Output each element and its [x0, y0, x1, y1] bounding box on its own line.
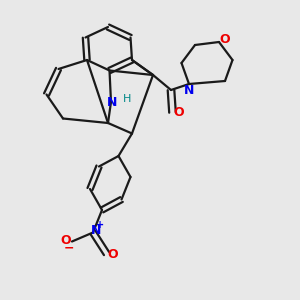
Text: −: − [64, 241, 74, 254]
Text: N: N [184, 84, 194, 97]
Text: +: + [96, 220, 105, 230]
Text: O: O [108, 248, 118, 261]
Text: N: N [91, 224, 101, 237]
Text: O: O [174, 106, 184, 119]
Text: H: H [123, 94, 132, 104]
Text: O: O [61, 234, 71, 248]
Text: N: N [107, 95, 118, 109]
Text: O: O [219, 33, 230, 46]
